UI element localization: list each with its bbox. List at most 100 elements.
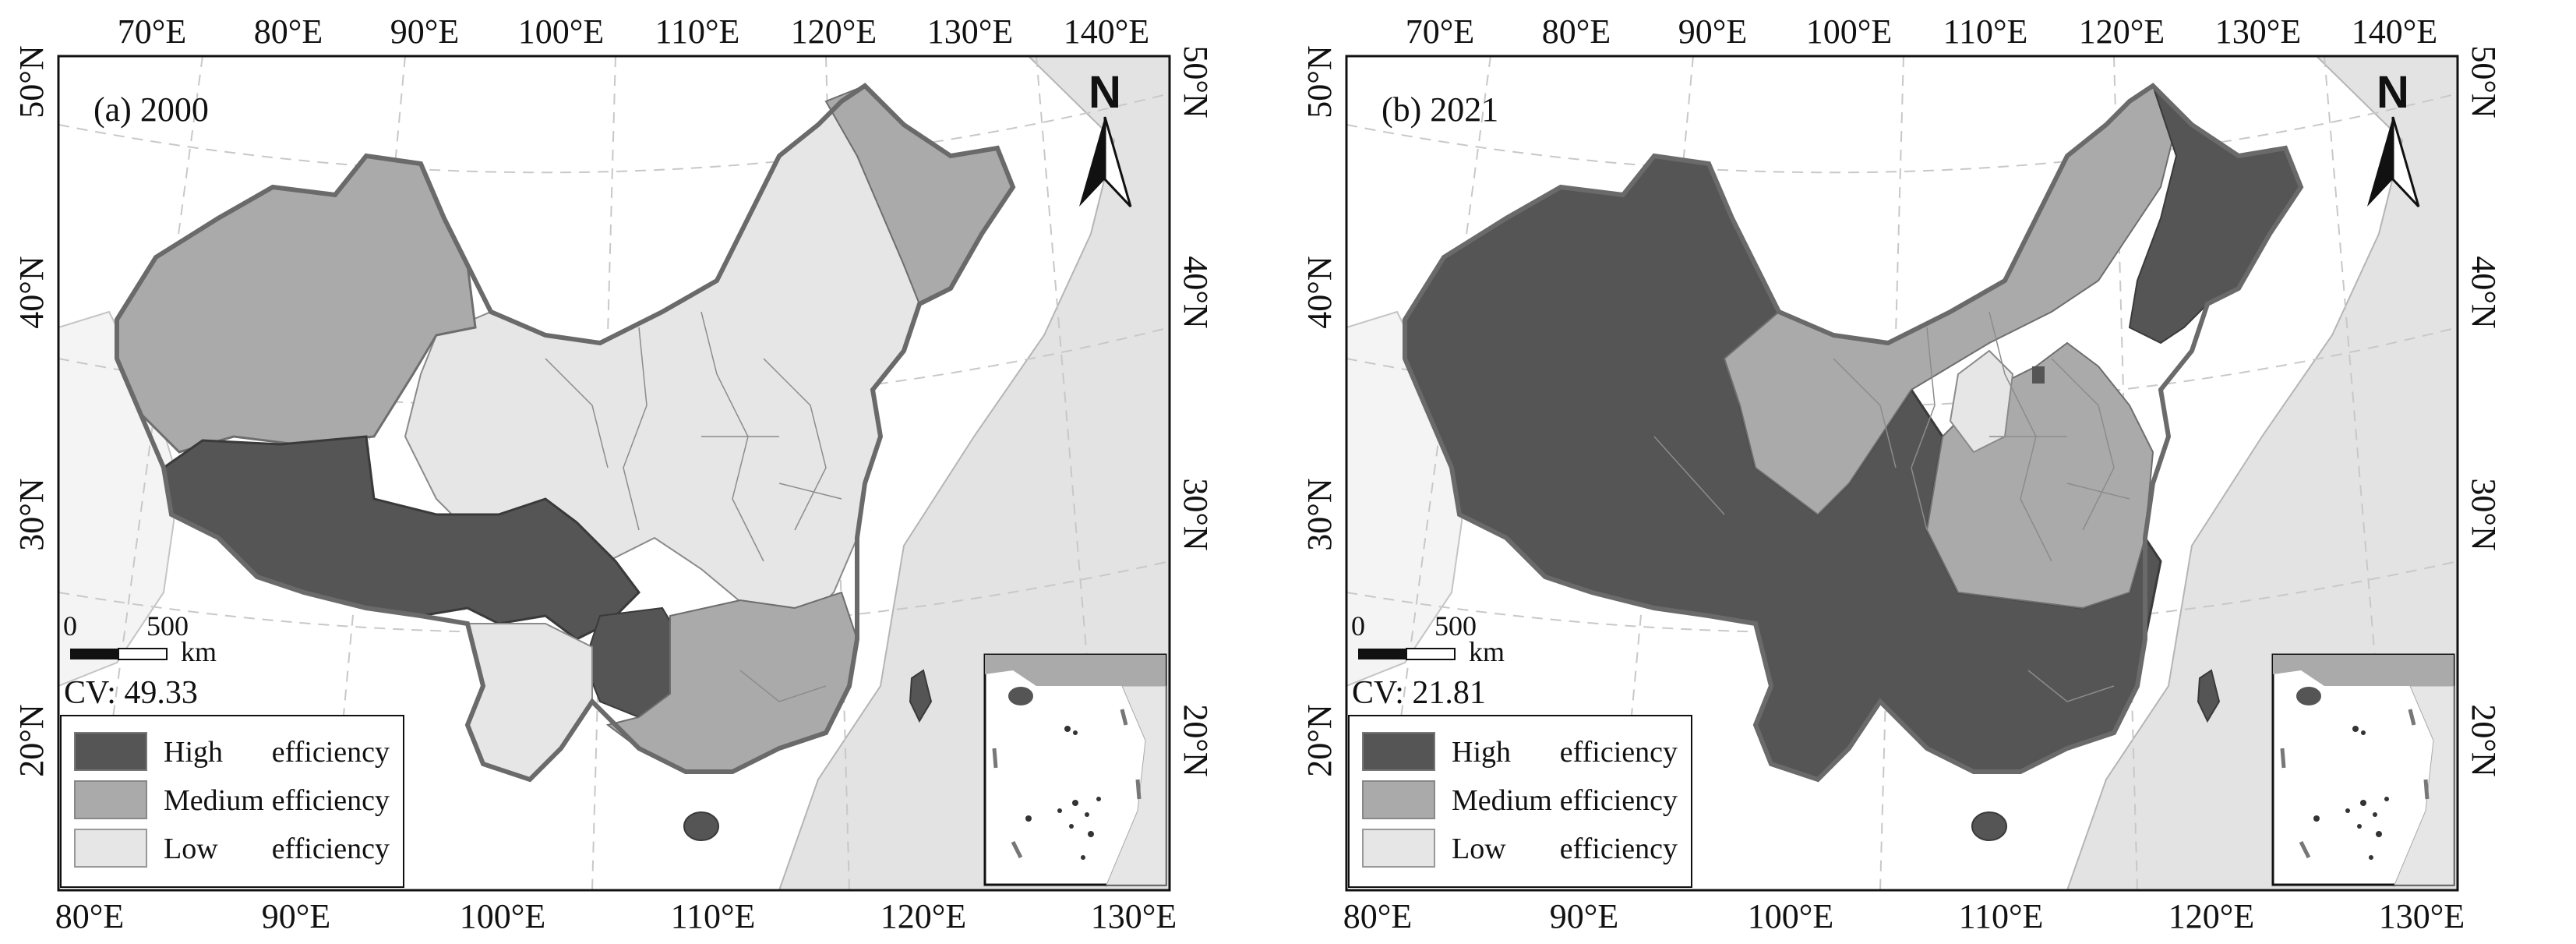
scale-distance: 500 (1434, 610, 1477, 642)
tick-bottom-2: 100°E (460, 897, 545, 935)
tick-bottom-2: 100°E (1748, 897, 1833, 935)
legend-swatch-low (1362, 829, 1435, 868)
province-boundaries (545, 311, 842, 702)
tick-top-0: 70°E (118, 12, 186, 51)
scale-unit: km (181, 636, 217, 667)
inset-map (983, 653, 1167, 886)
legend-label-high: High (1452, 736, 1511, 769)
tick-left-1: 40°N (1300, 256, 1339, 328)
legend-label-low: Low (164, 833, 218, 865)
region-high-hainan (683, 811, 719, 841)
map-frame (57, 55, 1171, 892)
tick-top-3: 100°E (518, 12, 604, 51)
tick-top-7: 140°E (1064, 12, 1149, 51)
tick-right-2: 30°N (2465, 478, 2503, 550)
scale-unit: km (1469, 636, 1505, 667)
legend-swatch-medium (1362, 780, 1435, 819)
tick-top-3: 100°E (1806, 12, 1892, 51)
right-latitude-labels: 50°N 40°N 30°N 20°N (1177, 45, 1215, 776)
national-border (1403, 83, 2304, 783)
tick-bottom-0: 80°E (55, 897, 124, 935)
north-arrow-icon: N (1079, 67, 1132, 208)
tick-bottom-5: 130°E (1091, 897, 1177, 935)
bottom-longitude-labels: 80°E 90°E 100°E 110°E 120°E 130°E (1343, 897, 2465, 935)
tick-top-0: 70°E (1406, 12, 1474, 51)
tick-top-2: 90°E (390, 12, 459, 51)
map-frame (1345, 55, 2459, 892)
map-svg-2000: 70°E 80°E 90°E 100°E 110°E 120°E 130°E 1… (12, 12, 1215, 935)
tick-right-1: 40°N (2465, 256, 2503, 328)
legend: High efficiency Medium efficiency Low ef… (60, 715, 404, 888)
panel-label: (b) 2021 (1382, 90, 1498, 129)
tick-top-2: 90°E (1678, 12, 1747, 51)
region-taiwan (909, 669, 933, 723)
legend-swatch-low (74, 829, 147, 868)
north-letter: N (1089, 67, 1121, 118)
legend-label-medium-2: efficiency (1560, 784, 1678, 817)
tick-left-3: 20°N (12, 704, 51, 776)
inset-map (2271, 653, 2455, 886)
scale-zero: 0 (63, 610, 77, 642)
legend-swatch-medium (74, 780, 147, 819)
cv-value: CV: 21.81 (1352, 675, 1486, 711)
panel-label: (a) 2000 (94, 90, 209, 129)
cv-value: CV: 49.33 (64, 675, 198, 711)
legend: High efficiency Medium efficiency Low ef… (1348, 715, 1692, 888)
tick-right-3: 20°N (2465, 704, 2503, 776)
tick-top-1: 80°E (1542, 12, 1611, 51)
tick-right-0: 50°N (2465, 45, 2503, 118)
tick-bottom-3: 110°E (1959, 897, 2044, 935)
region-taiwan (2197, 669, 2221, 723)
legend-swatch-high (1362, 732, 1435, 771)
north-letter: N (2377, 67, 2409, 118)
tick-top-1: 80°E (254, 12, 323, 51)
bottom-longitude-labels: 80°E 90°E 100°E 110°E 120°E 130°E (55, 897, 1177, 935)
tick-bottom-1: 90°E (1550, 897, 1618, 935)
legend-label-medium-2: efficiency (272, 784, 390, 817)
legend-label-high-2: efficiency (1560, 736, 1678, 769)
tick-bottom-4: 120°E (880, 897, 966, 935)
tick-right-3: 20°N (1177, 704, 1215, 776)
legend-swatch-high (74, 732, 147, 771)
legend-label-low: Low (1452, 833, 1506, 865)
left-latitude-labels: 50°N 40°N 30°N 20°N (12, 45, 51, 776)
tick-top-6: 130°E (927, 12, 1013, 51)
tick-left-1: 40°N (12, 256, 51, 328)
right-latitude-labels: 50°N 40°N 30°N 20°N (2465, 45, 2503, 776)
tick-top-4: 110°E (655, 12, 740, 51)
scale-bar: 0 500 km (63, 610, 217, 667)
tick-bottom-5: 130°E (2379, 897, 2465, 935)
map-panel-2021: 70°E 80°E 90°E 100°E 110°E 120°E 130°E 1… (1288, 0, 2576, 944)
legend-label-high: High (164, 736, 223, 769)
scale-zero: 0 (1351, 610, 1365, 642)
tick-bottom-3: 110°E (671, 897, 756, 935)
tick-right-2: 30°N (1177, 478, 1215, 550)
tick-left-2: 30°N (1300, 478, 1339, 550)
scale-distance: 500 (146, 610, 189, 642)
tick-top-6: 130°E (2215, 12, 2301, 51)
legend-label-low-2: efficiency (1560, 833, 1678, 865)
national-border (115, 83, 1016, 783)
province-boundaries (1653, 311, 2130, 702)
map-panel-2000: 70°E 80°E 90°E 100°E 110°E 120°E 130°E 1… (12, 12, 1215, 935)
tick-top-5: 120°E (791, 12, 877, 51)
scale-bar: 0 500 km (1351, 610, 1505, 667)
top-longitude-labels: 70°E 80°E 90°E 100°E 110°E 120°E 130°E 1… (118, 12, 1149, 51)
tick-top-4: 110°E (1943, 12, 2028, 51)
legend-label-medium: Medium (164, 784, 264, 817)
tick-left-0: 50°N (12, 45, 51, 118)
north-arrow-icon: N (2367, 67, 2420, 208)
region-high-beijing (2032, 366, 2045, 384)
region-high-hainan (1971, 811, 2007, 841)
tick-bottom-0: 80°E (1343, 897, 1412, 935)
tick-right-0: 50°N (1177, 45, 1215, 118)
legend-label-high-2: efficiency (272, 736, 390, 769)
legend-label-low-2: efficiency (272, 833, 390, 865)
top-longitude-labels: 70°E 80°E 90°E 100°E 110°E 120°E 130°E 1… (1406, 12, 2437, 51)
tick-left-0: 50°N (1300, 45, 1339, 118)
tick-bottom-1: 90°E (262, 897, 330, 935)
tick-right-1: 40°N (1177, 256, 1215, 328)
left-latitude-labels: 50°N 40°N 30°N 20°N (1300, 45, 1339, 776)
map-svg-2021: 70°E 80°E 90°E 100°E 110°E 120°E 130°E 1… (1300, 12, 2503, 935)
legend-label-medium: Medium (1452, 784, 1552, 817)
